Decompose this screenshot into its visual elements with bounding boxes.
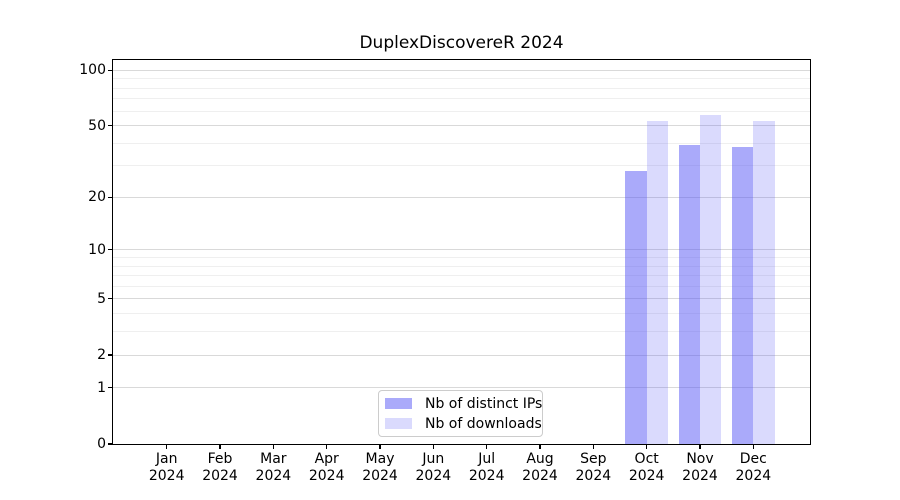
x-tick-mar <box>272 445 274 449</box>
bar-oct-ips <box>625 171 647 444</box>
chart-title: DuplexDiscovereR 2024 <box>359 33 564 53</box>
gridline-y-2 <box>113 354 810 356</box>
gridline-y-5 <box>113 298 810 300</box>
gridline-y-7 <box>113 275 810 277</box>
gridline-y-90 <box>113 78 810 80</box>
y-tick-label-5: 5 <box>97 290 106 307</box>
y-tick-label-0: 0 <box>97 436 106 452</box>
x-tick-apr <box>326 445 328 449</box>
gridline-y-6 <box>113 285 810 287</box>
gridline-y-20 <box>113 196 810 198</box>
plot-area: Nb of distinct IPs Nb of downloads <box>112 59 811 445</box>
bar-oct-downloads <box>646 120 669 444</box>
x-tick-dec <box>752 445 754 449</box>
x-tick-label-jan: Jan 2024 <box>148 451 185 484</box>
y-tick-label-50: 50 <box>88 117 106 134</box>
bar-dec-downloads <box>753 120 775 444</box>
y-tick-50 <box>108 124 112 127</box>
x-tick-jan <box>166 445 168 449</box>
x-tick-label-may: May 2024 <box>362 451 398 484</box>
x-tick-jun <box>432 445 434 449</box>
x-tick-label-jul: Jul 2024 <box>468 451 505 484</box>
y-tick-100 <box>108 69 112 71</box>
x-tick-sep <box>592 445 594 449</box>
legend-label-distinct-ips: Nb of distinct IPs <box>425 395 543 412</box>
bar-nov-ips <box>678 145 700 444</box>
gridline-y-8 <box>113 265 810 267</box>
x-tick-label-aug: Aug 2024 <box>522 451 558 484</box>
bars-layer <box>113 60 810 444</box>
x-tick-jul <box>486 445 488 449</box>
x-tick-label-nov: Nov 2024 <box>682 451 718 484</box>
y-tick-0 <box>108 443 112 445</box>
legend-swatch-distinct-ips <box>385 398 412 409</box>
y-tick-1 <box>108 387 112 389</box>
gridline-y-4 <box>113 313 810 315</box>
x-tick-may <box>379 445 381 449</box>
legend-item-downloads: Nb of downloads <box>385 414 542 434</box>
y-tick-label-2: 2 <box>97 347 106 363</box>
legend-item-distinct-ips: Nb of distinct IPs <box>385 394 542 414</box>
gridline-y-70 <box>113 98 810 100</box>
gridline-y-30 <box>113 165 810 167</box>
x-tick-label-apr: Apr 2024 <box>308 451 345 484</box>
gridline-y-1 <box>113 387 810 389</box>
gridline-y-100 <box>113 69 810 71</box>
x-tick-label-dec: Dec 2024 <box>735 451 772 484</box>
y-tick-label-1: 1 <box>97 379 106 396</box>
gridline-y-60 <box>113 110 810 112</box>
x-tick-label-jun: Jun 2024 <box>415 451 452 484</box>
x-tick-label-oct: Oct 2024 <box>628 451 665 484</box>
y-tick-label-20: 20 <box>88 189 106 206</box>
x-tick-label-mar: Mar 2024 <box>255 451 292 484</box>
legend-swatch-downloads <box>385 418 412 429</box>
gridlines-layer <box>113 60 810 444</box>
gridline-y-3 <box>113 331 810 333</box>
y-tick-10 <box>108 249 112 251</box>
gridline-y-50 <box>113 125 810 127</box>
x-tick-nov <box>699 445 701 449</box>
x-tick-oct <box>646 445 648 449</box>
y-tick-5 <box>108 298 112 300</box>
gridline-y-80 <box>113 87 810 89</box>
gridline-y-10 <box>113 249 810 251</box>
x-tick-feb <box>219 445 221 449</box>
y-tick-label-10: 10 <box>88 241 106 258</box>
gridline-y-40 <box>113 142 810 144</box>
bar-dec-ips <box>731 147 754 444</box>
x-tick-aug <box>539 445 541 449</box>
x-tick-label-sep: Sep 2024 <box>575 451 612 484</box>
y-tick-label-100: 100 <box>79 62 106 79</box>
legend: Nb of distinct IPs Nb of downloads <box>378 390 543 437</box>
legend-label-downloads: Nb of downloads <box>425 415 542 432</box>
x-tick-label-feb: Feb 2024 <box>202 451 238 484</box>
y-tick-20 <box>108 196 112 198</box>
y-tick-2 <box>108 354 112 356</box>
bar-nov-downloads <box>700 115 722 444</box>
gridline-y-9 <box>113 256 810 258</box>
